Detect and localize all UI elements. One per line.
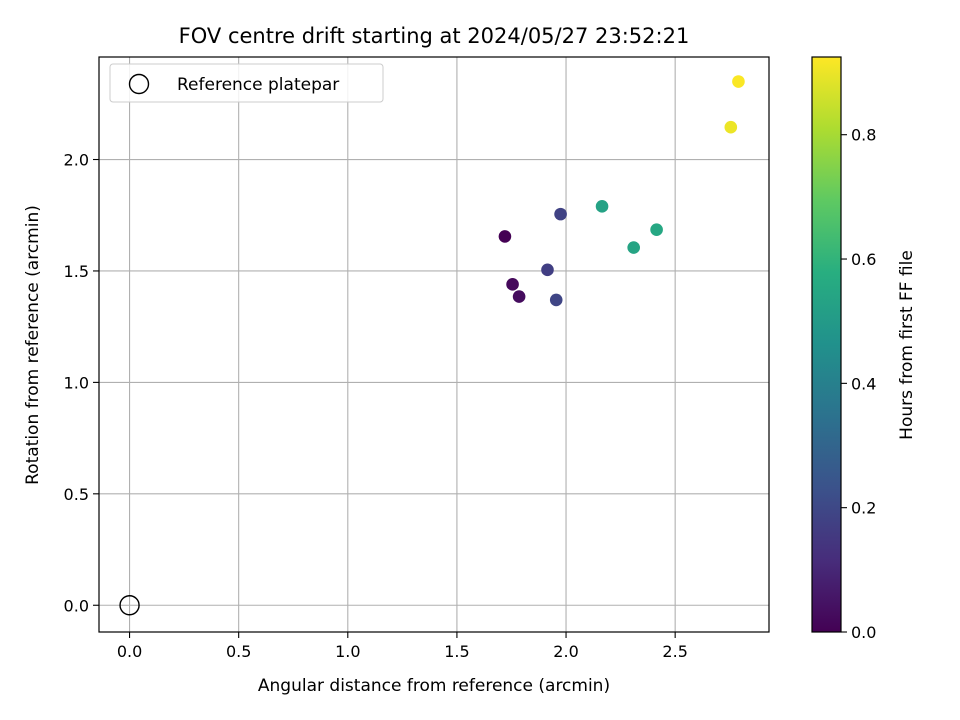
colorbar-tick-label: 0.6	[851, 250, 876, 269]
grid-lines	[99, 57, 769, 632]
legend: Reference platepar	[109, 63, 384, 103]
reference-platepar-marker	[119, 595, 140, 616]
plot-area-frame	[98, 56, 770, 633]
scatter-point	[506, 278, 519, 291]
legend-box	[109, 63, 384, 103]
y-tick-label: 0.5	[64, 485, 89, 504]
y-axis-label: Rotation from reference (arcmin)	[23, 205, 43, 485]
chart-title: FOV centre drift starting at 2024/05/27 …	[179, 24, 690, 48]
y-tick-label: 0.0	[64, 596, 89, 615]
x-tick-label: 1.5	[444, 642, 469, 661]
x-tick-label: 2.5	[662, 642, 687, 661]
colorbar-tick-label: 0.0	[851, 623, 876, 642]
y-axis-ticks: 0.0 0.5 1.0 1.5 2.0	[64, 151, 99, 615]
x-tick-label: 1.0	[335, 642, 360, 661]
legend-reference-marker	[128, 73, 150, 95]
colorbar-tick-label: 0.4	[851, 374, 876, 393]
scatter-point	[627, 241, 640, 254]
x-tick-label: 2.0	[553, 642, 578, 661]
colorbar-tick-label: 0.8	[851, 126, 876, 145]
colorbar-ticks: 0.0 0.2 0.4 0.6 0.8	[841, 126, 876, 642]
x-tick-label: 0.0	[117, 642, 142, 661]
legend-entry-label: Reference platepar	[177, 75, 339, 95]
scatter-point	[595, 200, 609, 213]
scatter-point	[650, 223, 663, 237]
scatter-point	[541, 263, 554, 277]
y-tick-label: 1.5	[64, 262, 89, 281]
x-axis-label: Angular distance from reference (arcmin)	[258, 676, 610, 696]
colorbar	[811, 56, 842, 633]
scatter-point	[549, 293, 563, 307]
x-axis-ticks: 0.0 0.5 1.0 1.5 2.0 2.5	[117, 632, 688, 661]
y-tick-label: 2.0	[64, 151, 89, 170]
y-tick-label: 1.0	[64, 373, 89, 392]
scatter-points	[498, 75, 745, 307]
scatter-point	[554, 207, 567, 221]
scatter-point	[732, 75, 745, 88]
x-tick-label: 0.5	[226, 642, 251, 661]
colorbar-tick-label: 0.2	[851, 499, 876, 518]
scatter-point	[512, 290, 526, 303]
scatter-point	[724, 120, 738, 134]
scatter-point	[498, 230, 512, 243]
colorbar-label: Hours from first FF file	[897, 250, 917, 440]
reference-marker-group	[119, 595, 140, 616]
